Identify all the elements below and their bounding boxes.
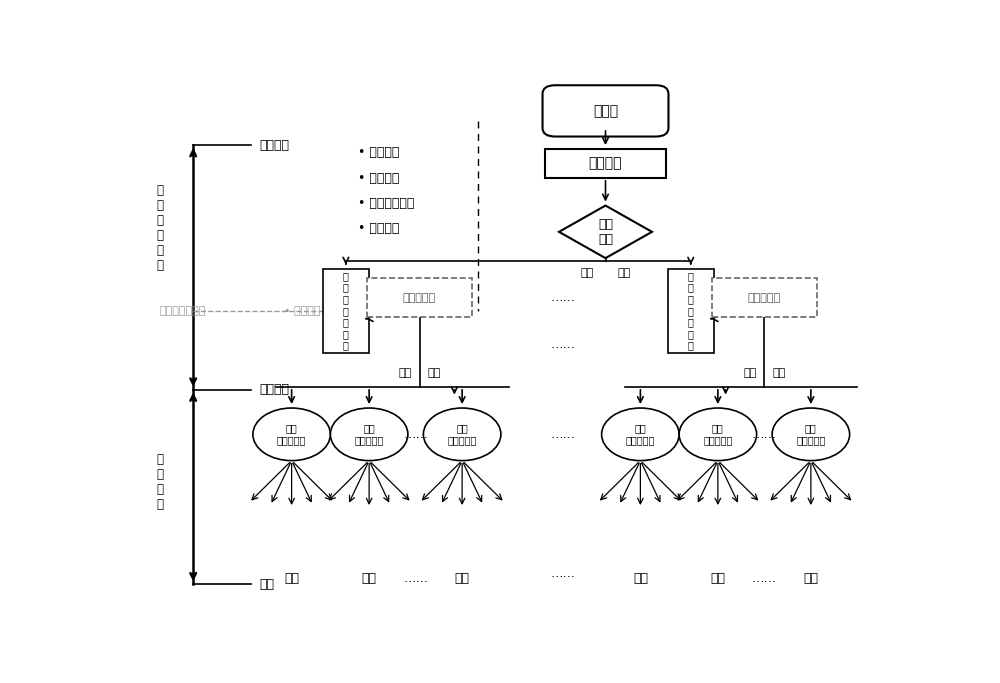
Text: 原配送网点: 原配送网点 <box>748 292 781 303</box>
Text: 取件: 取件 <box>398 367 412 378</box>
Text: 两
级
分
拨
配
送: 两 级 分 拨 配 送 <box>156 184 163 272</box>
Text: 用户: 用户 <box>455 572 470 585</box>
Text: 用户: 用户 <box>259 578 274 591</box>
Text: 两级
分拣: 两级 分拣 <box>598 218 613 246</box>
Text: 取件: 取件 <box>743 367 757 378</box>
Text: 用户: 用户 <box>710 572 725 585</box>
Text: 终
端
配
送: 终 端 配 送 <box>156 453 163 511</box>
Polygon shape <box>559 206 652 258</box>
FancyBboxPatch shape <box>545 149 666 178</box>
Text: 片区
派送快递员: 片区 派送快递员 <box>447 423 477 445</box>
Text: （原配送网点）: （原配送网点） <box>160 306 206 316</box>
Ellipse shape <box>253 408 330 460</box>
Text: ……: …… <box>752 428 777 441</box>
Text: ……: …… <box>550 338 575 352</box>
Text: ……: …… <box>550 428 575 441</box>
Text: 片区
派送快递员: 片区 派送快递员 <box>354 423 384 445</box>
Text: • 装卸集散: • 装卸集散 <box>358 222 399 235</box>
Text: ……: …… <box>550 567 575 580</box>
Text: 可
直
接
取
件
派
送: 可 直 接 取 件 派 送 <box>688 271 694 350</box>
Text: 分拨中心: 分拨中心 <box>259 139 289 152</box>
Text: 进港件: 进港件 <box>593 104 618 118</box>
Text: 用户: 用户 <box>362 572 377 585</box>
Text: ……: …… <box>752 572 777 585</box>
Text: 派送: 派送 <box>772 367 785 378</box>
Text: 片区
派送快递员: 片区 派送快递员 <box>703 423 733 445</box>
Text: 派送: 派送 <box>427 367 440 378</box>
Text: ……: …… <box>550 291 575 304</box>
Text: 片区
派送快递员: 片区 派送快递员 <box>796 423 826 445</box>
Text: 片区
派送快递员: 片区 派送快递员 <box>626 423 655 445</box>
Text: 片区派送: 片区派送 <box>259 383 289 396</box>
Text: 用户: 用户 <box>633 572 648 585</box>
FancyBboxPatch shape <box>367 278 472 318</box>
Text: 派送: 派送 <box>617 268 630 277</box>
Text: 用户: 用户 <box>803 572 818 585</box>
Text: 原配送网点: 原配送网点 <box>403 292 436 303</box>
Text: • 片区快递配送: • 片区快递配送 <box>358 197 414 210</box>
Text: • 暂时储存: • 暂时储存 <box>358 146 399 159</box>
Text: 运输: 运输 <box>581 268 594 277</box>
Ellipse shape <box>602 408 679 460</box>
Ellipse shape <box>423 408 501 460</box>
FancyBboxPatch shape <box>543 85 668 137</box>
Text: • 暂时中转: • 暂时中转 <box>284 306 320 316</box>
Text: ……: …… <box>403 572 428 585</box>
Ellipse shape <box>330 408 408 460</box>
FancyBboxPatch shape <box>712 278 817 318</box>
Ellipse shape <box>772 408 850 460</box>
Text: 可
直
接
取
件
派
送: 可 直 接 取 件 派 送 <box>343 271 349 350</box>
Text: 分拨中心: 分拨中心 <box>589 156 622 171</box>
Text: 片区
派送快递员: 片区 派送快递员 <box>277 423 306 445</box>
Ellipse shape <box>679 408 757 460</box>
Text: 用户: 用户 <box>284 572 299 585</box>
FancyBboxPatch shape <box>668 268 714 353</box>
Text: • 两级分拣: • 两级分拣 <box>358 171 399 184</box>
Text: ……: …… <box>403 428 428 441</box>
FancyBboxPatch shape <box>323 268 369 353</box>
